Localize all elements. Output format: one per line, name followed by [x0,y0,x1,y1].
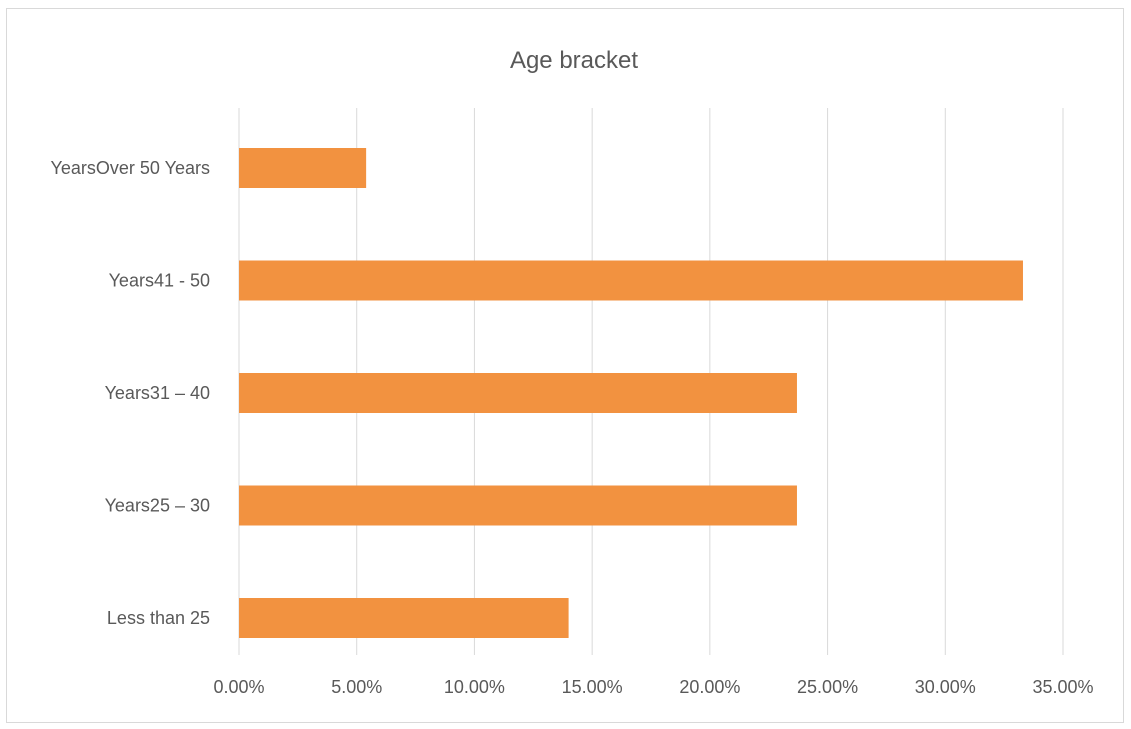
x-tick-label-2: 10.00% [444,677,505,697]
category-label-0: YearsOver 50 Years [51,158,210,178]
x-tick-label-6: 30.00% [915,677,976,697]
x-tick-label-4: 20.00% [679,677,740,697]
bar-1 [239,260,1023,301]
category-label-3: Years25 – 30 [105,496,210,516]
x-tick-label-7: 35.00% [1032,677,1093,697]
x-tick-label-5: 25.00% [797,677,858,697]
category-label-1: Years41 - 50 [109,271,210,291]
category-label-4: Less than 25 [107,608,210,628]
y-axis-tick-labels: YearsOver 50 Years Years41 - 50 Years31 – … [51,158,210,628]
bar-3 [239,485,797,526]
x-tick-label-3: 15.00% [562,677,623,697]
x-axis-tick-labels: 0.00% 5.00% 10.00% 15.00% 20.00% 25.00% 30.00%… [213,677,1093,697]
chart-title: Age bracket [510,47,638,74]
x-tick-label-1: 5.00% [331,677,382,697]
bar-0 [239,148,367,188]
bars [239,148,1023,638]
category-label-2: Years31 – 40 [105,383,210,403]
bar-4 [239,598,569,638]
bar-2 [239,373,797,413]
x-tick-label-0: 0.00% [213,677,264,697]
